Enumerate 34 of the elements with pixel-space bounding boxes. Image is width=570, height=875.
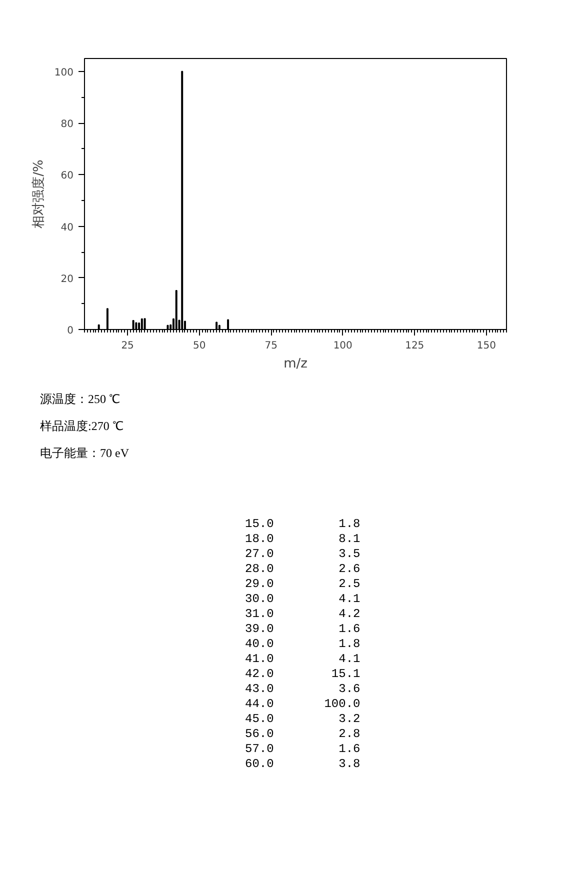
text: 39.0 1.6	[245, 622, 360, 638]
y-tick-label: 20	[60, 274, 74, 285]
y-tick-label: 0	[67, 326, 74, 336]
text: 源温度：250 ℃	[40, 391, 121, 408]
text: 电子能量：70 eV	[40, 445, 129, 462]
text: 60.0 3.8	[245, 757, 360, 772]
x-tick-label: 75	[264, 340, 278, 352]
text: 44.0 100.0	[245, 697, 360, 712]
text: 27.0 3.5	[245, 547, 360, 562]
text: 40.0 1.8	[245, 637, 360, 652]
y-axis-title: 相对强度/%	[30, 160, 46, 228]
text: 45.0 3.2	[245, 712, 360, 728]
y-tick-label: 80	[60, 119, 74, 130]
x-tick-label: 150	[476, 340, 496, 352]
text: 31.0 4.2	[245, 607, 360, 622]
text: 样品温度:270 ℃	[40, 418, 124, 436]
text: 41.0 4.1	[245, 652, 360, 668]
x-tick-label: 50	[192, 340, 206, 352]
x-tick-label: 100	[333, 340, 352, 352]
x-tick-label: 125	[405, 340, 424, 352]
y-tick-label: 60	[60, 170, 74, 182]
x-tick-label: 25	[121, 340, 134, 352]
text: 18.0 8.1	[245, 532, 360, 548]
text: 57.0 1.6	[245, 742, 360, 758]
text: 28.0 2.6	[245, 562, 360, 578]
text: 29.0 2.5	[245, 577, 360, 592]
text: 56.0 2.8	[245, 727, 360, 742]
x-axis-title: m/z	[284, 356, 308, 372]
text: 42.0 15.1	[245, 667, 360, 682]
y-tick-label: 100	[54, 67, 74, 78]
text: 15.0 1.8	[245, 517, 360, 532]
y-tick-label: 40	[60, 222, 74, 234]
text: 30.0 4.1	[245, 592, 360, 608]
text: 43.0 3.6	[245, 682, 360, 698]
